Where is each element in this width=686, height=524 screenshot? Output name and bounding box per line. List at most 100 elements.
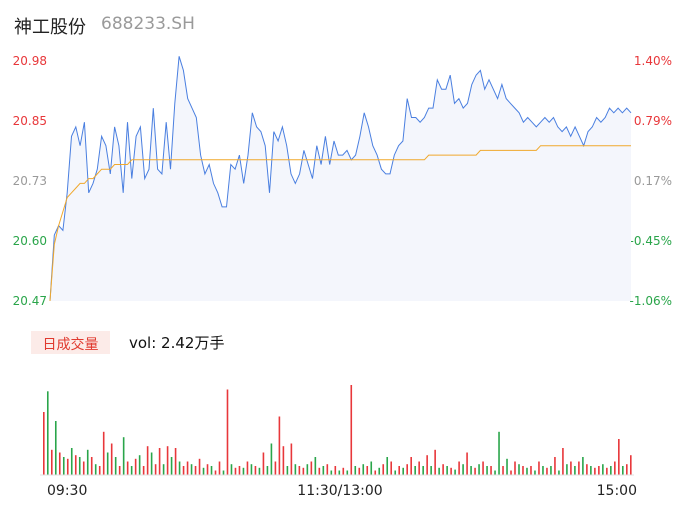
volume-bar (494, 470, 496, 475)
volume-bar (550, 466, 552, 475)
volume-bar (430, 466, 432, 475)
volume-bar (438, 467, 440, 475)
volume-bar (110, 443, 113, 475)
time-axis-ticks: 09:30 11:30/13:00 15:00 (47, 483, 637, 499)
volume-bar (170, 457, 173, 475)
volume-bar (606, 467, 608, 475)
volume-bar (578, 461, 580, 475)
price-tick-label: 20.85 (13, 114, 47, 128)
price-tick-label: 20.47 (13, 294, 47, 308)
volume-bar (418, 461, 420, 475)
volume-bar (206, 464, 209, 475)
volume-bar (618, 439, 620, 475)
volume-bar (474, 467, 476, 475)
volume-bar (282, 446, 285, 475)
volume-bar (190, 464, 193, 475)
volume-bar (142, 466, 145, 475)
volume-bar (622, 466, 624, 475)
volume-bar (350, 385, 353, 475)
time-tick-label: 15:00 (597, 483, 637, 499)
volume-bar (570, 461, 572, 475)
percent-tick-label: -1.06% (630, 294, 672, 308)
volume-bar (590, 466, 592, 475)
volume-bar (230, 464, 233, 475)
volume-bar (538, 461, 540, 475)
volume-bar (182, 466, 185, 475)
volume-bar (566, 464, 568, 475)
volume-bar (50, 449, 53, 475)
volume-bar (58, 452, 61, 475)
volume-bar (270, 443, 273, 475)
percent-tick-label: 0.79% (634, 114, 672, 128)
volume-bar (426, 455, 428, 475)
volume-value: vol: 2.42万手 (129, 334, 225, 352)
volume-bar (254, 466, 257, 475)
volume-bar (450, 467, 452, 475)
volume-bar (410, 457, 412, 475)
volume-bar (106, 452, 109, 475)
volume-bar (406, 464, 408, 475)
volume-bar (402, 467, 404, 475)
volume-bar (322, 466, 325, 475)
volume-bar (78, 457, 81, 475)
volume-bar (534, 470, 536, 475)
average-price-line (49, 145, 631, 302)
volume-bar (362, 464, 365, 475)
volume-bar (54, 421, 57, 475)
volume-bar (422, 466, 424, 475)
volume-bar (434, 449, 436, 475)
percent-tick-label: -0.45% (630, 234, 672, 248)
price-line (49, 56, 632, 302)
price-tick-label: 20.98 (13, 54, 47, 68)
percent-tick-label: 1.40% (634, 54, 672, 68)
volume-bar (242, 467, 245, 475)
price-tick-label: 20.73 (13, 174, 47, 188)
volume-bar (62, 457, 65, 475)
volume-bar (506, 458, 508, 475)
volume-bar (394, 470, 397, 475)
volume-bar (390, 461, 393, 475)
volume-bar (126, 461, 129, 475)
volume-bar (470, 466, 472, 475)
time-tick-label: 11:30/13:00 (297, 483, 382, 499)
volume-bar (122, 437, 125, 475)
volume-bar (338, 470, 341, 475)
volume-bar (266, 466, 269, 475)
volume-bar (498, 431, 500, 475)
volume-bar (502, 466, 504, 475)
volume-bar (514, 461, 516, 475)
volume-bar (574, 466, 576, 475)
volume-bar (226, 389, 229, 475)
volume-bar (318, 467, 321, 475)
volume-bar (446, 466, 448, 475)
volume-bar (102, 431, 105, 475)
volume-bar (490, 466, 492, 475)
time-tick-label: 09:30 (47, 483, 87, 499)
volume-bar (222, 470, 225, 475)
volume-bar (354, 466, 357, 475)
volume-bar (178, 461, 181, 475)
volume-bar (46, 391, 49, 475)
volume-bar (274, 461, 277, 475)
volume-bar (246, 461, 249, 475)
volume-bar (370, 461, 373, 475)
volume-bar (326, 464, 329, 475)
volume-bar (158, 448, 161, 475)
volume-bar (258, 467, 261, 475)
volume-bar (98, 466, 101, 475)
volume-bar (162, 464, 165, 475)
volume-bar (462, 464, 464, 475)
stock-code: 688233.SH (101, 14, 195, 34)
volume-bar (218, 461, 221, 475)
volume-bar (70, 448, 73, 475)
volume-bar (586, 464, 588, 475)
volume-bar (626, 464, 628, 475)
volume-bars (43, 385, 632, 475)
volume-bar (138, 455, 141, 475)
volume-bar (310, 461, 313, 475)
volume-bar (330, 470, 333, 475)
percent-axis-ticks: 1.40% 0.79% 0.17% -0.45% -1.06% (630, 54, 672, 308)
volume-bar (302, 467, 305, 475)
volume-bar (290, 443, 293, 475)
